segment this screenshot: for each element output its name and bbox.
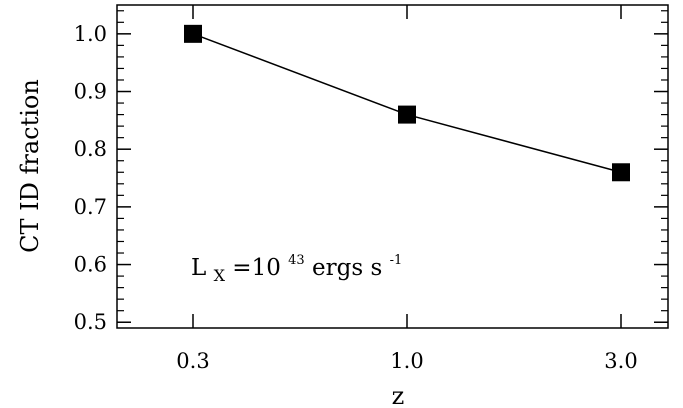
plot-frame bbox=[116, 4, 669, 329]
y-tick-label: 0.5 bbox=[74, 310, 107, 334]
x-axis-ticks: 0.3 1.0 3.0 bbox=[176, 5, 638, 373]
annotation-exponent: 43 bbox=[288, 253, 305, 268]
annotation-eq: =10 bbox=[232, 255, 281, 281]
data-point-marker bbox=[398, 105, 416, 124]
annotation-units: ergs s bbox=[312, 255, 382, 281]
luminosity-annotation: L X =10 43 ergs s -1 bbox=[191, 244, 402, 287]
x-tick-label: 0.3 bbox=[176, 349, 209, 373]
annotation-main: L bbox=[191, 255, 206, 281]
x-tick-label: 1.0 bbox=[390, 349, 423, 373]
y-tick-label: 0.9 bbox=[74, 80, 107, 104]
y-tick-label: 0.6 bbox=[74, 253, 107, 277]
annotation-units-exponent: -1 bbox=[390, 253, 403, 268]
y-tick-label: 1.0 bbox=[74, 22, 107, 46]
annotation-sub: X bbox=[214, 266, 226, 285]
x-axis-label: z bbox=[392, 382, 405, 408]
data-point-marker bbox=[612, 163, 630, 182]
y-axis-label: CT ID fraction bbox=[16, 79, 44, 253]
series-layer bbox=[184, 24, 630, 182]
series-line bbox=[192, 33, 622, 173]
x-tick-label: 3.0 bbox=[604, 349, 637, 373]
y-axis-ticks: 0.5 0.6 0.7 0.8 0.9 1.0 bbox=[74, 10, 668, 334]
data-point-marker bbox=[184, 24, 202, 43]
y-tick-label: 0.8 bbox=[74, 137, 107, 161]
y-tick-label: 0.7 bbox=[74, 195, 107, 219]
